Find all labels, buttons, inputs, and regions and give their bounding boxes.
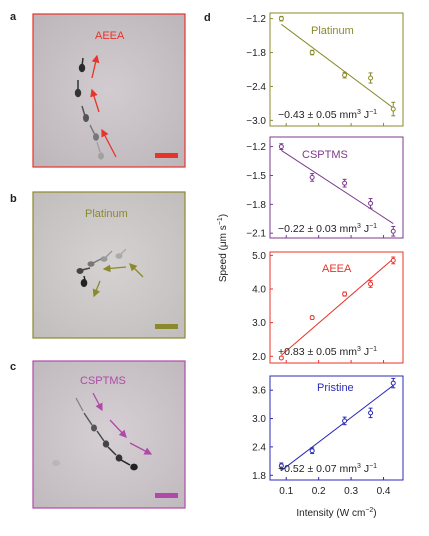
x-axis-label: Intensity (W cm−2) xyxy=(296,507,376,519)
data-point xyxy=(390,380,396,386)
data-point xyxy=(342,418,348,424)
slope-annotation: −0.43 ± 0.05 mm3 J−1 xyxy=(278,109,377,121)
panel-b-title: Platinum xyxy=(85,208,128,220)
scale-bar-a xyxy=(155,153,178,158)
scale-bar-c xyxy=(155,493,178,498)
fit-line xyxy=(281,385,394,471)
data-point xyxy=(342,72,348,78)
plot-frame xyxy=(269,12,404,127)
plot-frame xyxy=(269,375,404,481)
plot-frame xyxy=(269,136,404,239)
y-tick-label: 2.0 xyxy=(252,352,266,363)
slope-annotation: +0.83 ± 0.05 mm3 J−1 xyxy=(278,346,377,358)
subplot-label: Platinum xyxy=(311,25,354,37)
subplot-label: Pristine xyxy=(317,382,354,394)
panel-c-title: CSPTMS xyxy=(80,375,126,387)
panel-a-label: a xyxy=(10,11,17,23)
subplot-aeea: 2.0 3.0 4.0 5.0 AEEA +0.83 ± 0.05 mm3 J−1 xyxy=(252,251,404,364)
y-tick-label: 5.0 xyxy=(252,251,266,262)
data-point xyxy=(278,144,284,150)
scale-bar-b xyxy=(155,324,178,329)
y-tick-label: −1.5 xyxy=(246,171,266,182)
data-point xyxy=(278,463,284,469)
panel-d-plots: −1.2 −1.8 −2.4 −3.0 Platinum −0.43 ± 0.05 mm3… xyxy=(217,12,404,519)
data-point xyxy=(368,75,374,81)
y-tick-label: 4.0 xyxy=(252,285,266,296)
subplot-platinum: −1.2 −1.8 −2.4 −3.0 Platinum −0.43 ± 0.05 mm3… xyxy=(246,12,404,127)
y-axis-label: Speed (μm s−1) xyxy=(217,214,229,282)
panel-c-label: c xyxy=(10,361,16,373)
data-point xyxy=(278,16,284,22)
y-tick-label: 3.6 xyxy=(252,386,266,397)
fit-line xyxy=(281,258,394,356)
slope-annotation: −0.22 ± 0.03 mm3 J−1 xyxy=(278,223,377,235)
x-tick-labels: 0.1 0.2 0.3 0.4 xyxy=(279,486,391,497)
y-tick-label: 1.8 xyxy=(252,471,266,482)
plot-frame xyxy=(269,251,404,364)
y-tick-label: −1.8 xyxy=(246,200,266,211)
data-point xyxy=(390,106,396,112)
y-tick-label: −2.4 xyxy=(246,82,266,93)
subplot-label: AEEA xyxy=(322,263,352,275)
data-point xyxy=(342,291,348,297)
data-point xyxy=(368,200,374,206)
subplot-label: CSPTMS xyxy=(302,149,348,161)
x-tick-label: 0.3 xyxy=(344,486,358,497)
direction-arrows-a xyxy=(90,54,117,158)
data-point xyxy=(390,228,396,234)
micromotor-trail-a xyxy=(74,57,104,160)
micromotor-trail-b xyxy=(76,248,127,287)
direction-arrows-b xyxy=(92,263,144,298)
micrograph-panel-c: CSPTMS xyxy=(32,360,186,509)
data-point xyxy=(342,180,348,186)
y-tick-label: 3.0 xyxy=(252,318,266,329)
data-point xyxy=(278,355,284,361)
panel-a-title: AEEA xyxy=(95,30,125,42)
subplot-pristine: 1.8 2.4 3.0 3.6 Pristine +0.52 ± 0.07 mm3 J−1 xyxy=(252,375,404,482)
panel-b-label: b xyxy=(10,193,17,205)
micrograph-panel-a: AEEA xyxy=(32,13,186,168)
fit-line xyxy=(281,150,394,224)
subplot-csptms: −1.2 −1.5 −1.8 −2.1 CSPTMS −0.22 ± 0.03 mm3 J… xyxy=(246,136,404,240)
x-tick-label: 0.4 xyxy=(377,486,391,497)
micrograph-panel-b: Platinum xyxy=(32,191,186,339)
y-tick-label: −1.8 xyxy=(246,48,266,59)
fit-line xyxy=(281,23,394,109)
y-tick-label: −2.1 xyxy=(246,229,266,240)
y-tick-label: 2.4 xyxy=(252,442,266,453)
panel-d-label: d xyxy=(204,12,211,24)
data-point xyxy=(309,448,315,454)
y-tick-label: −1.2 xyxy=(246,14,266,25)
micromotor-trail-c xyxy=(52,397,138,471)
data-point xyxy=(368,410,374,416)
y-tick-label: −3.0 xyxy=(246,116,266,127)
data-point xyxy=(368,281,374,287)
slope-annotation: +0.52 ± 0.07 mm3 J−1 xyxy=(278,463,377,475)
x-tick-label: 0.1 xyxy=(279,486,293,497)
x-tick-label: 0.2 xyxy=(312,486,326,497)
data-point xyxy=(390,257,396,263)
direction-arrows-c xyxy=(92,392,153,455)
data-point xyxy=(309,50,315,56)
data-point xyxy=(309,174,315,180)
data-point xyxy=(309,315,315,321)
y-tick-label: −1.2 xyxy=(246,142,266,153)
y-tick-label: 3.0 xyxy=(252,414,266,425)
